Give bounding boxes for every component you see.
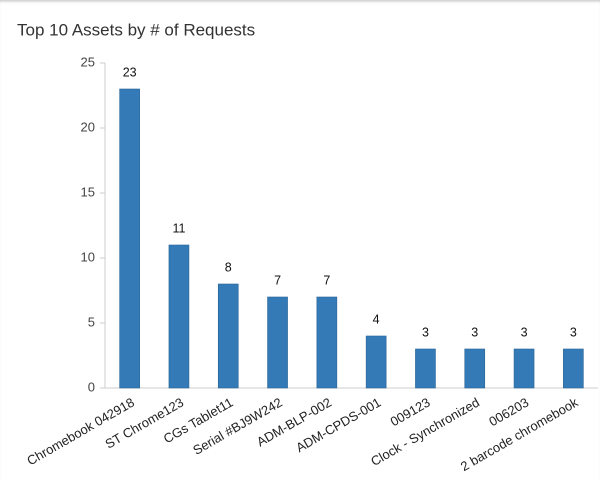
value-label: 3 bbox=[471, 325, 478, 339]
bar bbox=[513, 348, 535, 389]
value-label: 8 bbox=[225, 260, 232, 274]
bar bbox=[464, 348, 486, 389]
value-label: 3 bbox=[521, 325, 528, 339]
value-label: 3 bbox=[570, 325, 577, 339]
chart-title: Top 10 Assets by # of Requests bbox=[17, 20, 255, 39]
value-label: 11 bbox=[172, 221, 185, 235]
bar bbox=[119, 88, 140, 389]
y-tick-label: 25 bbox=[81, 54, 95, 69]
bar bbox=[563, 348, 584, 389]
y-tick-label: 0 bbox=[88, 379, 95, 394]
y-tick-label: 5 bbox=[88, 314, 95, 329]
bar bbox=[267, 296, 288, 389]
bar bbox=[217, 283, 239, 389]
x-tick-label: ADM-CPDS-001 bbox=[293, 395, 383, 456]
value-label: 3 bbox=[422, 325, 429, 339]
y-tick-label: 10 bbox=[81, 249, 95, 264]
bar bbox=[365, 335, 387, 389]
value-label: 7 bbox=[274, 273, 281, 287]
bar bbox=[316, 296, 338, 389]
bar bbox=[415, 348, 436, 389]
value-label: 4 bbox=[373, 312, 380, 326]
value-label: 23 bbox=[123, 65, 137, 79]
value-label: 7 bbox=[323, 273, 330, 287]
y-tick-label: 20 bbox=[81, 119, 95, 134]
bar bbox=[168, 244, 190, 389]
y-tick-label: 15 bbox=[81, 184, 95, 199]
